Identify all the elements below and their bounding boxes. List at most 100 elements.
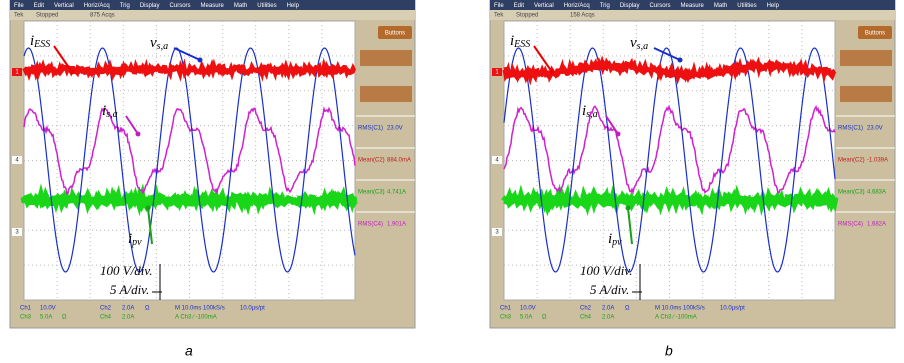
annotation-sub: ESS [513, 39, 530, 50]
arrow-head [70, 70, 75, 75]
menu-item: Utilities [257, 3, 276, 9]
menu-item: Help [287, 3, 300, 9]
side-slot [840, 50, 892, 66]
status-text: Tek [494, 13, 504, 19]
readout-text: A Ch3 ∕ -100mA [655, 314, 697, 321]
readout-text: Ω [542, 315, 547, 321]
menu-item: File [494, 3, 504, 9]
readout-text: Ch1 [500, 306, 512, 312]
readout-text: Ch3 [500, 315, 512, 321]
readout-text: 2.0A [122, 306, 134, 312]
button-label: Buttons [385, 31, 405, 37]
readout-text: 5.0A [520, 315, 532, 321]
readout-text: 10.0V [40, 306, 56, 312]
arrow-head [550, 70, 555, 75]
panel-label: a [185, 343, 193, 359]
menu-item: Vertical [54, 3, 74, 9]
scale-label: 100 V/div. [580, 263, 632, 278]
annotation-sub: s,a [637, 41, 648, 52]
menu-item: Display [140, 3, 160, 9]
pv-current-trace [24, 197, 355, 203]
readout-text: M 10.0ms 100kS/s [175, 306, 225, 312]
annotation-sub: s,a [106, 109, 117, 120]
side-slot [840, 86, 892, 102]
measurement-name: RMS(C1) [838, 126, 863, 132]
arrow-head [678, 58, 683, 63]
readout-text: M 10.0ms 100kS/s [655, 306, 705, 312]
readout-text: Ω [62, 315, 67, 321]
measurement-value: 23.0V [867, 126, 883, 132]
readout-text: Ch2 [580, 306, 592, 312]
readout-text: Ch4 [100, 315, 112, 321]
measurement-value: 4.683A [867, 190, 886, 196]
readout-text: Ch1 [20, 306, 32, 312]
side-slot [360, 86, 412, 102]
menu-item: Horiz/Acq [84, 3, 110, 9]
readout-text: 10.0µs/pt [720, 306, 745, 312]
measurement-name: Mean(C3) [358, 190, 385, 196]
status-bar [10, 10, 415, 20]
menu-item: Trig [600, 3, 610, 9]
menu-item: Utilities [737, 3, 756, 9]
status-bar [490, 10, 895, 20]
readout-text: Ch3 [20, 315, 32, 321]
readout-text: 10.0V [520, 306, 536, 312]
measurement-name: Mean(C2) [838, 158, 865, 164]
readout-text: 10.0µs/pt [240, 306, 265, 312]
measurement-value: -1.039A [867, 158, 888, 164]
menu-item: Measure [201, 3, 225, 9]
menu-item: Math [234, 3, 247, 9]
measurement-name: RMS(C4) [358, 222, 383, 228]
side-slot [360, 50, 412, 66]
measurement-value: 884.0mA [387, 158, 411, 164]
status-text: Stopped [36, 13, 58, 19]
status-text: 875 Acqs [90, 13, 115, 19]
readout-text: Ω [625, 306, 630, 312]
arrow-head [136, 132, 141, 137]
status-text: Tek [14, 13, 24, 19]
menu-item: Measure [681, 3, 705, 9]
measurement-name: Mean(C2) [358, 158, 385, 164]
measurement-value: 23.0V [387, 126, 403, 132]
annotation-sub: ESS [33, 39, 50, 50]
figure: File Edit Vertical Horiz/Acq Trig Display Curs… [0, 0, 904, 363]
scale-label: 5 A/div. [110, 282, 149, 297]
readout-text: 5.0A [40, 315, 52, 321]
arrow-head [146, 206, 151, 211]
annotation-sub: pv [131, 237, 142, 248]
measurement-value: 1.682A [867, 222, 886, 228]
arrow-head [616, 132, 621, 137]
measurement-name: Mean(C3) [838, 190, 865, 196]
annotation-sub: s,a [157, 41, 168, 52]
status-text: 158 Acqs [570, 13, 595, 19]
readout-text: Ch4 [580, 315, 592, 321]
readout-text: Ch2 [100, 306, 112, 312]
menu-item: Vertical [534, 3, 554, 9]
menu-item: Trig [120, 3, 130, 9]
arrow-head [626, 206, 631, 211]
scale-label: 5 A/div. [590, 282, 629, 297]
annotation-sub: pv [611, 237, 622, 248]
measurement-value: 1.901A [387, 222, 406, 228]
readout-text: 2.0A [602, 306, 614, 312]
scale-label: 100 V/div. [100, 263, 152, 278]
menu-item: Horiz/Acq [564, 3, 590, 9]
readout-text: 2.0A [122, 315, 134, 321]
menu-item: Edit [34, 3, 45, 9]
menu-item: Cursors [170, 3, 191, 9]
button-label: Buttons [865, 31, 885, 37]
panel-label: b [665, 343, 673, 359]
menu-item: Cursors [650, 3, 671, 9]
readout-text: 2.0A [602, 315, 614, 321]
graticule [504, 21, 835, 300]
status-text: Stopped [516, 13, 538, 19]
arrow-head [198, 58, 203, 63]
menu-item: Math [714, 3, 727, 9]
menu-item: Display [620, 3, 640, 9]
menu-item: Help [767, 3, 780, 9]
readout-text: A Ch3 ∕ -100mA [175, 314, 217, 321]
pv-current-trace [504, 197, 835, 203]
measurement-name: RMS(C4) [838, 222, 863, 228]
